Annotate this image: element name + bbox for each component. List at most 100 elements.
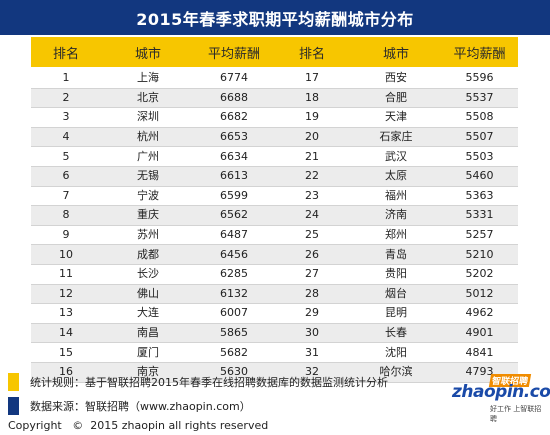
- city-cell: 南京: [101, 362, 195, 383]
- salary-cell: 5257: [441, 225, 518, 246]
- salary-cell: 6599: [195, 186, 273, 207]
- rank-cell: 31: [273, 342, 351, 363]
- salary-cell: 4901: [441, 323, 518, 344]
- table-row: 14 南昌 5865 30 长春 4901: [31, 323, 518, 344]
- rank-cell: 30: [273, 323, 351, 344]
- city-cell: 苏州: [101, 225, 195, 246]
- header-rank-left: 排名: [31, 37, 101, 69]
- salary-cell: 5460: [441, 166, 518, 187]
- city-cell: 深圳: [101, 107, 195, 128]
- table-row: 12 佛山 6132 28 烟台 5012: [31, 284, 518, 305]
- salary-cell: 5507: [441, 127, 518, 148]
- table-row: 5 广州 6634 21 武汉 5503: [31, 146, 518, 167]
- city-cell: 青岛: [351, 244, 441, 265]
- rank-cell: 6: [31, 166, 101, 187]
- rank-cell: 23: [273, 186, 351, 207]
- salary-cell: 6132: [195, 284, 273, 305]
- rank-cell: 14: [31, 323, 101, 344]
- rank-cell: 20: [273, 127, 351, 148]
- salary-cell: 6285: [195, 264, 273, 285]
- table-row: 1 上海 6774 17 西安 5596: [31, 68, 518, 89]
- city-cell: 沈阳: [351, 342, 441, 363]
- salary-ranking-table: 排名 城市 平均薪酬 排名 城市 平均薪酬 1 上海 6774 17 西安 5596 2 北京…: [31, 37, 518, 383]
- header-city-right: 城市: [351, 37, 441, 69]
- rank-cell: 22: [273, 166, 351, 187]
- table-row: 2 北京 6688 18 合肥 5537: [31, 88, 518, 109]
- data-source-text: 数据来源：智联招聘（www.zhaopin.com）: [30, 400, 251, 413]
- rank-cell: 3: [31, 107, 101, 128]
- salary-cell: 5012: [441, 284, 518, 305]
- table-row: 7 宁波 6599 23 福州 5363: [31, 186, 518, 207]
- city-cell: 上海: [101, 68, 195, 89]
- rank-cell: 25: [273, 225, 351, 246]
- salary-cell: 6456: [195, 244, 273, 265]
- salary-cell: 6562: [195, 205, 273, 226]
- salary-cell: 4841: [441, 342, 518, 363]
- city-cell: 贵阳: [351, 264, 441, 285]
- city-cell: 杭州: [101, 127, 195, 148]
- rank-cell: 9: [31, 225, 101, 246]
- city-cell: 合肥: [351, 88, 441, 109]
- header-salary-right: 平均薪酬: [441, 37, 518, 69]
- table-row: 10 成都 6456 26 青岛 5210: [31, 244, 518, 265]
- header-rank-right: 排名: [273, 37, 351, 69]
- rank-cell: 5: [31, 146, 101, 167]
- header-city-left: 城市: [101, 37, 195, 69]
- data-source-note: 数据来源：智联招聘（www.zhaopin.com）: [8, 397, 251, 415]
- city-cell: 无锡: [101, 166, 195, 187]
- rank-cell: 10: [31, 244, 101, 265]
- city-cell: 宁波: [101, 186, 195, 207]
- table-row: 4 杭州 6653 20 石家庄 5507: [31, 127, 518, 148]
- city-cell: 南昌: [101, 323, 195, 344]
- city-cell: 济南: [351, 205, 441, 226]
- statistics-rule-note: 统计规则：基于智联招聘2015年春季在线招聘数据库的数据监测统计分析: [8, 373, 388, 391]
- table-header-row: 排名 城市 平均薪酬 排名 城市 平均薪酬: [31, 37, 518, 69]
- rank-cell: 19: [273, 107, 351, 128]
- rank-cell: 15: [31, 342, 101, 363]
- city-cell: 长沙: [101, 264, 195, 285]
- rank-cell: 13: [31, 303, 101, 324]
- table-row: 11 长沙 6285 27 贵阳 5202: [31, 264, 518, 285]
- table-row: 13 大连 6007 29 昆明 4962: [31, 303, 518, 324]
- table-row: 16 南京 5630 32 哈尔滨 4793: [31, 362, 518, 383]
- rank-cell: 26: [273, 244, 351, 265]
- rank-cell: 27: [273, 264, 351, 285]
- salary-cell: 5331: [441, 205, 518, 226]
- rank-cell: 29: [273, 303, 351, 324]
- logo-slogan-text: 好工作 上智联招聘: [490, 405, 542, 423]
- city-cell: 长春: [351, 323, 441, 344]
- city-cell: 成都: [101, 244, 195, 265]
- zhaopin-logo: 智联招聘 zhaopin.com 好工作 上智联招聘: [452, 374, 550, 423]
- salary-cell: 5537: [441, 88, 518, 109]
- city-cell: 厦门: [101, 342, 195, 363]
- salary-cell: 6688: [195, 88, 273, 109]
- rank-cell: 12: [31, 284, 101, 305]
- salary-cell: 5210: [441, 244, 518, 265]
- salary-cell: 5363: [441, 186, 518, 207]
- rank-cell: 7: [31, 186, 101, 207]
- table-row: 3 深圳 6682 19 天津 5508: [31, 107, 518, 128]
- salary-cell: 6682: [195, 107, 273, 128]
- yellow-marker-icon: [8, 373, 19, 391]
- statistics-rule-text: 统计规则：基于智联招聘2015年春季在线招聘数据库的数据监测统计分析: [30, 376, 388, 389]
- rank-cell: 28: [273, 284, 351, 305]
- logo-main-text: zhaopin.com: [452, 382, 550, 402]
- salary-cell: 5503: [441, 146, 518, 167]
- copyright-text: Copyright © 2015 zhaopin all rights rese…: [8, 419, 269, 432]
- city-cell: 北京: [101, 88, 195, 109]
- rank-cell: 11: [31, 264, 101, 285]
- salary-cell: 6653: [195, 127, 273, 148]
- rank-cell: 18: [273, 88, 351, 109]
- salary-cell: 6007: [195, 303, 273, 324]
- city-cell: 太原: [351, 166, 441, 187]
- rank-cell: 32: [273, 362, 351, 383]
- city-cell: 石家庄: [351, 127, 441, 148]
- city-cell: 重庆: [101, 205, 195, 226]
- salary-cell: 5202: [441, 264, 518, 285]
- blue-marker-icon: [8, 397, 19, 415]
- salary-cell: 5596: [441, 68, 518, 89]
- city-cell: 武汉: [351, 146, 441, 167]
- rank-cell: 21: [273, 146, 351, 167]
- salary-cell: 5630: [195, 362, 273, 383]
- salary-cell: 6774: [195, 68, 273, 89]
